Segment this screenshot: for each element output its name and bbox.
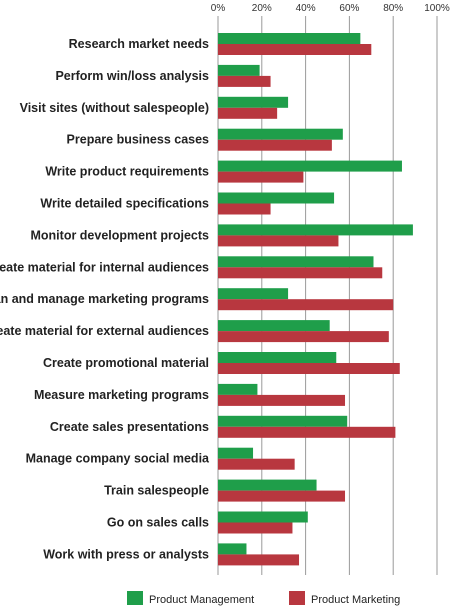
- legend: Product Management Product Marketing: [127, 591, 400, 606]
- category-label: Perform win/loss analysis: [55, 69, 209, 83]
- legend-label: Product Marketing: [311, 594, 400, 606]
- bar-product-marketing: [218, 107, 278, 119]
- bar-product-marketing: [218, 267, 383, 279]
- category-label: Research market needs: [69, 37, 209, 51]
- x-tick-label: 40%: [296, 3, 316, 14]
- bar-product-management: [218, 288, 289, 300]
- x-axis-ticks: 0% 20% 40% 60% 80% 100%: [211, 3, 450, 14]
- bar-product-management: [218, 33, 361, 44]
- bar-product-marketing: [218, 44, 372, 55]
- legend-swatch: [289, 591, 305, 605]
- x-tick-label: 80%: [383, 3, 403, 14]
- bars: [218, 33, 413, 566]
- bar-product-marketing: [218, 363, 400, 374]
- category-label: Write product requirements: [45, 165, 209, 179]
- bar-product-management: [218, 192, 335, 204]
- category-label: Create material for external audiences: [0, 324, 209, 338]
- category-label: Monitor development projects: [31, 228, 210, 242]
- bar-product-marketing: [218, 554, 300, 566]
- category-label: Go on sales calls: [107, 516, 209, 530]
- bar-product-management: [218, 96, 289, 108]
- x-tick-label: 0%: [211, 3, 226, 14]
- x-tick-label: 20%: [252, 3, 272, 14]
- bar-product-management: [218, 415, 348, 427]
- bar-product-marketing: [218, 331, 389, 343]
- category-labels: Research market needs Perform win/loss an…: [0, 37, 210, 561]
- category-label: Create sales presentations: [50, 420, 209, 434]
- bar-product-marketing: [218, 203, 271, 215]
- bar-product-marketing: [218, 426, 396, 438]
- category-label: Work with press or analysts: [43, 547, 209, 561]
- bar-product-management: [218, 352, 337, 363]
- bar-product-marketing: [218, 235, 339, 247]
- bar-product-marketing: [218, 75, 271, 87]
- category-label: Prepare business cases: [67, 133, 209, 147]
- bar-product-management: [218, 224, 413, 236]
- category-label: Measure marketing programs: [34, 388, 209, 402]
- category-label: Visit sites (without salespeople): [20, 101, 209, 115]
- category-label: Create material for internal audiences: [0, 260, 209, 274]
- category-label: Train salespeople: [104, 484, 209, 498]
- category-label: Manage company social media: [26, 452, 210, 466]
- bar-product-marketing: [218, 458, 295, 470]
- legend-label: Product Management: [149, 594, 254, 606]
- category-label: Plan and manage marketing programs: [0, 292, 209, 306]
- bar-product-management: [218, 160, 402, 172]
- category-label: Write detailed specifications: [40, 197, 209, 211]
- bar-product-management: [218, 511, 308, 523]
- bar-product-marketing: [218, 299, 394, 311]
- bar-product-marketing: [218, 394, 346, 406]
- bar-product-management: [218, 256, 374, 268]
- bar-product-marketing: [218, 139, 332, 151]
- bar-product-management: [218, 447, 254, 459]
- bar-product-marketing: [218, 522, 293, 534]
- category-label: Create promotional material: [43, 356, 209, 370]
- bar-product-management: [218, 128, 343, 140]
- x-tick-label: 100%: [424, 3, 450, 14]
- bar-product-marketing: [218, 171, 304, 183]
- x-tick-label: 60%: [339, 3, 359, 14]
- bar-product-management: [218, 383, 258, 395]
- bar-product-management: [218, 479, 317, 491]
- bar-product-management: [218, 320, 330, 332]
- bar-product-management: [218, 543, 247, 555]
- legend-swatch: [127, 591, 143, 605]
- bar-product-marketing: [218, 490, 346, 502]
- bar-product-management: [218, 64, 260, 76]
